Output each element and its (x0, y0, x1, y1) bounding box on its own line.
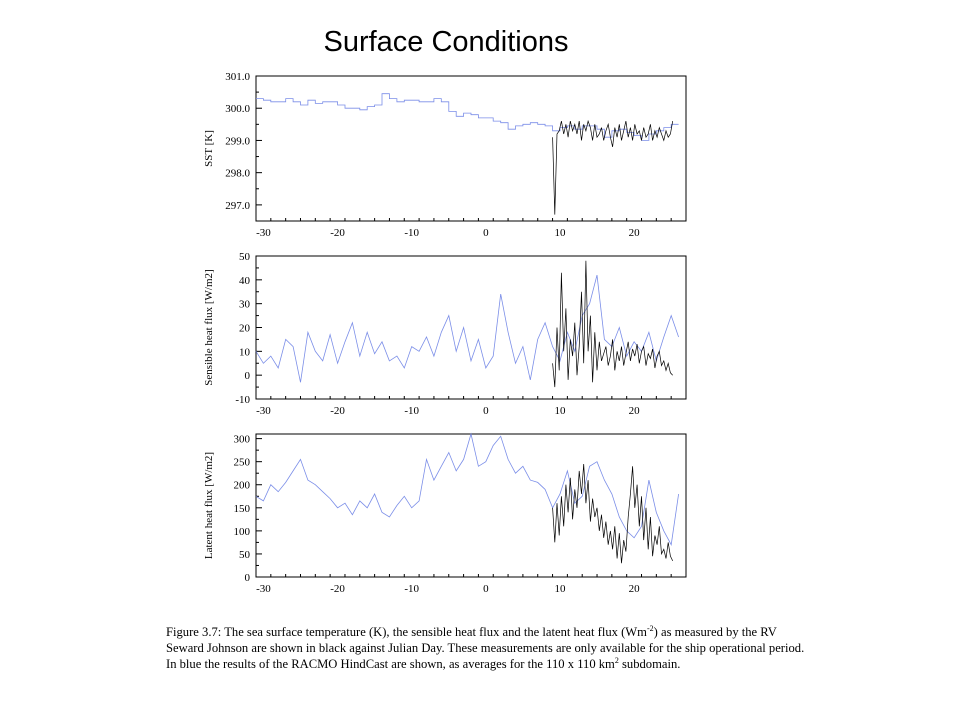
y-tick-label: 299.0 (225, 135, 250, 147)
x-tick-label: -20 (330, 405, 345, 414)
x-tick-label: 20 (629, 405, 641, 414)
x-tick-label: -30 (256, 227, 271, 239)
y-axis-label: SST [K] (203, 130, 215, 167)
y-axis-label: Sensible heat flux [W/m2] (203, 269, 215, 385)
y-tick-label: 100 (234, 526, 251, 538)
x-tick-label: 20 (629, 227, 641, 239)
y-tick-label: 298.0 (225, 168, 250, 180)
x-tick-label: 10 (554, 583, 566, 595)
observed-series-line (552, 119, 674, 215)
y-tick-label: 0 (245, 370, 251, 382)
y-tick-label: 10 (239, 346, 251, 358)
y-tick-label: 0 (245, 572, 251, 584)
x-tick-label: -10 (404, 227, 419, 239)
y-tick-label: 300.0 (225, 103, 250, 115)
x-tick-label: -10 (404, 583, 419, 595)
y-tick-label: 250 (234, 457, 251, 469)
model-series-line (255, 432, 679, 546)
caption-text-3: subdomain. (618, 657, 681, 671)
y-tick-label: 301.0 (225, 71, 250, 83)
y-tick-label: 50 (239, 549, 251, 561)
x-tick-label: -30 (256, 405, 271, 414)
caption-text-1: The sea surface temperature (K), the sen… (221, 625, 647, 639)
caption-superscript: -2 (646, 623, 654, 633)
x-tick-label: 10 (554, 405, 566, 414)
observed-series-line (552, 463, 674, 564)
sst-chart: -30 -20 -10 0 10 20 297.0 298.0 299.0 300.0 301.0 S… (203, 71, 687, 239)
y-tick-label: 297.0 (225, 200, 250, 212)
y-tick-label: 150 (234, 503, 251, 515)
x-tick-label: -20 (330, 227, 345, 239)
sensible-heat-flux-chart: -30 -20 -10 0 10 20 -10 0 10 20 30 40 50 Sensible hea… (203, 251, 687, 414)
x-tick-label: -30 (256, 583, 271, 595)
slide-title: Surface Conditions (323, 26, 569, 58)
y-tick-label: 200 (234, 480, 251, 492)
model-series-line (255, 274, 679, 383)
y-tick-label: 20 (239, 323, 251, 335)
plot-frame (255, 255, 687, 400)
y-tick-label: -10 (235, 394, 250, 406)
x-tick-label: 10 (554, 227, 566, 239)
y-tick-label: 40 (239, 275, 251, 287)
model-series-line (256, 93, 679, 141)
y-tick-label: 300 (234, 434, 251, 446)
plot-frame (255, 75, 687, 222)
x-tick-label: -10 (404, 405, 419, 414)
figure-caption: Figure 3.7: The sea surface temperature … (166, 624, 806, 672)
y-axis-label: Latent heat flux [W/m2] (203, 452, 215, 559)
x-tick-label: 20 (629, 583, 641, 595)
caption-superscript-2: 2 (614, 655, 619, 665)
x-tick-label: 0 (483, 583, 489, 595)
x-tick-label: 0 (483, 405, 489, 414)
observed-series-line (552, 260, 673, 388)
caption-text-2: ) as measured by the RV Seward Johnson a… (166, 625, 805, 671)
caption-label: Figure 3.7: (166, 625, 222, 639)
x-tick-label: -20 (330, 583, 345, 595)
plot-frame (255, 433, 687, 578)
y-tick-label: 50 (239, 251, 251, 263)
y-tick-label: 30 (239, 299, 251, 311)
x-tick-label: 0 (483, 227, 489, 239)
